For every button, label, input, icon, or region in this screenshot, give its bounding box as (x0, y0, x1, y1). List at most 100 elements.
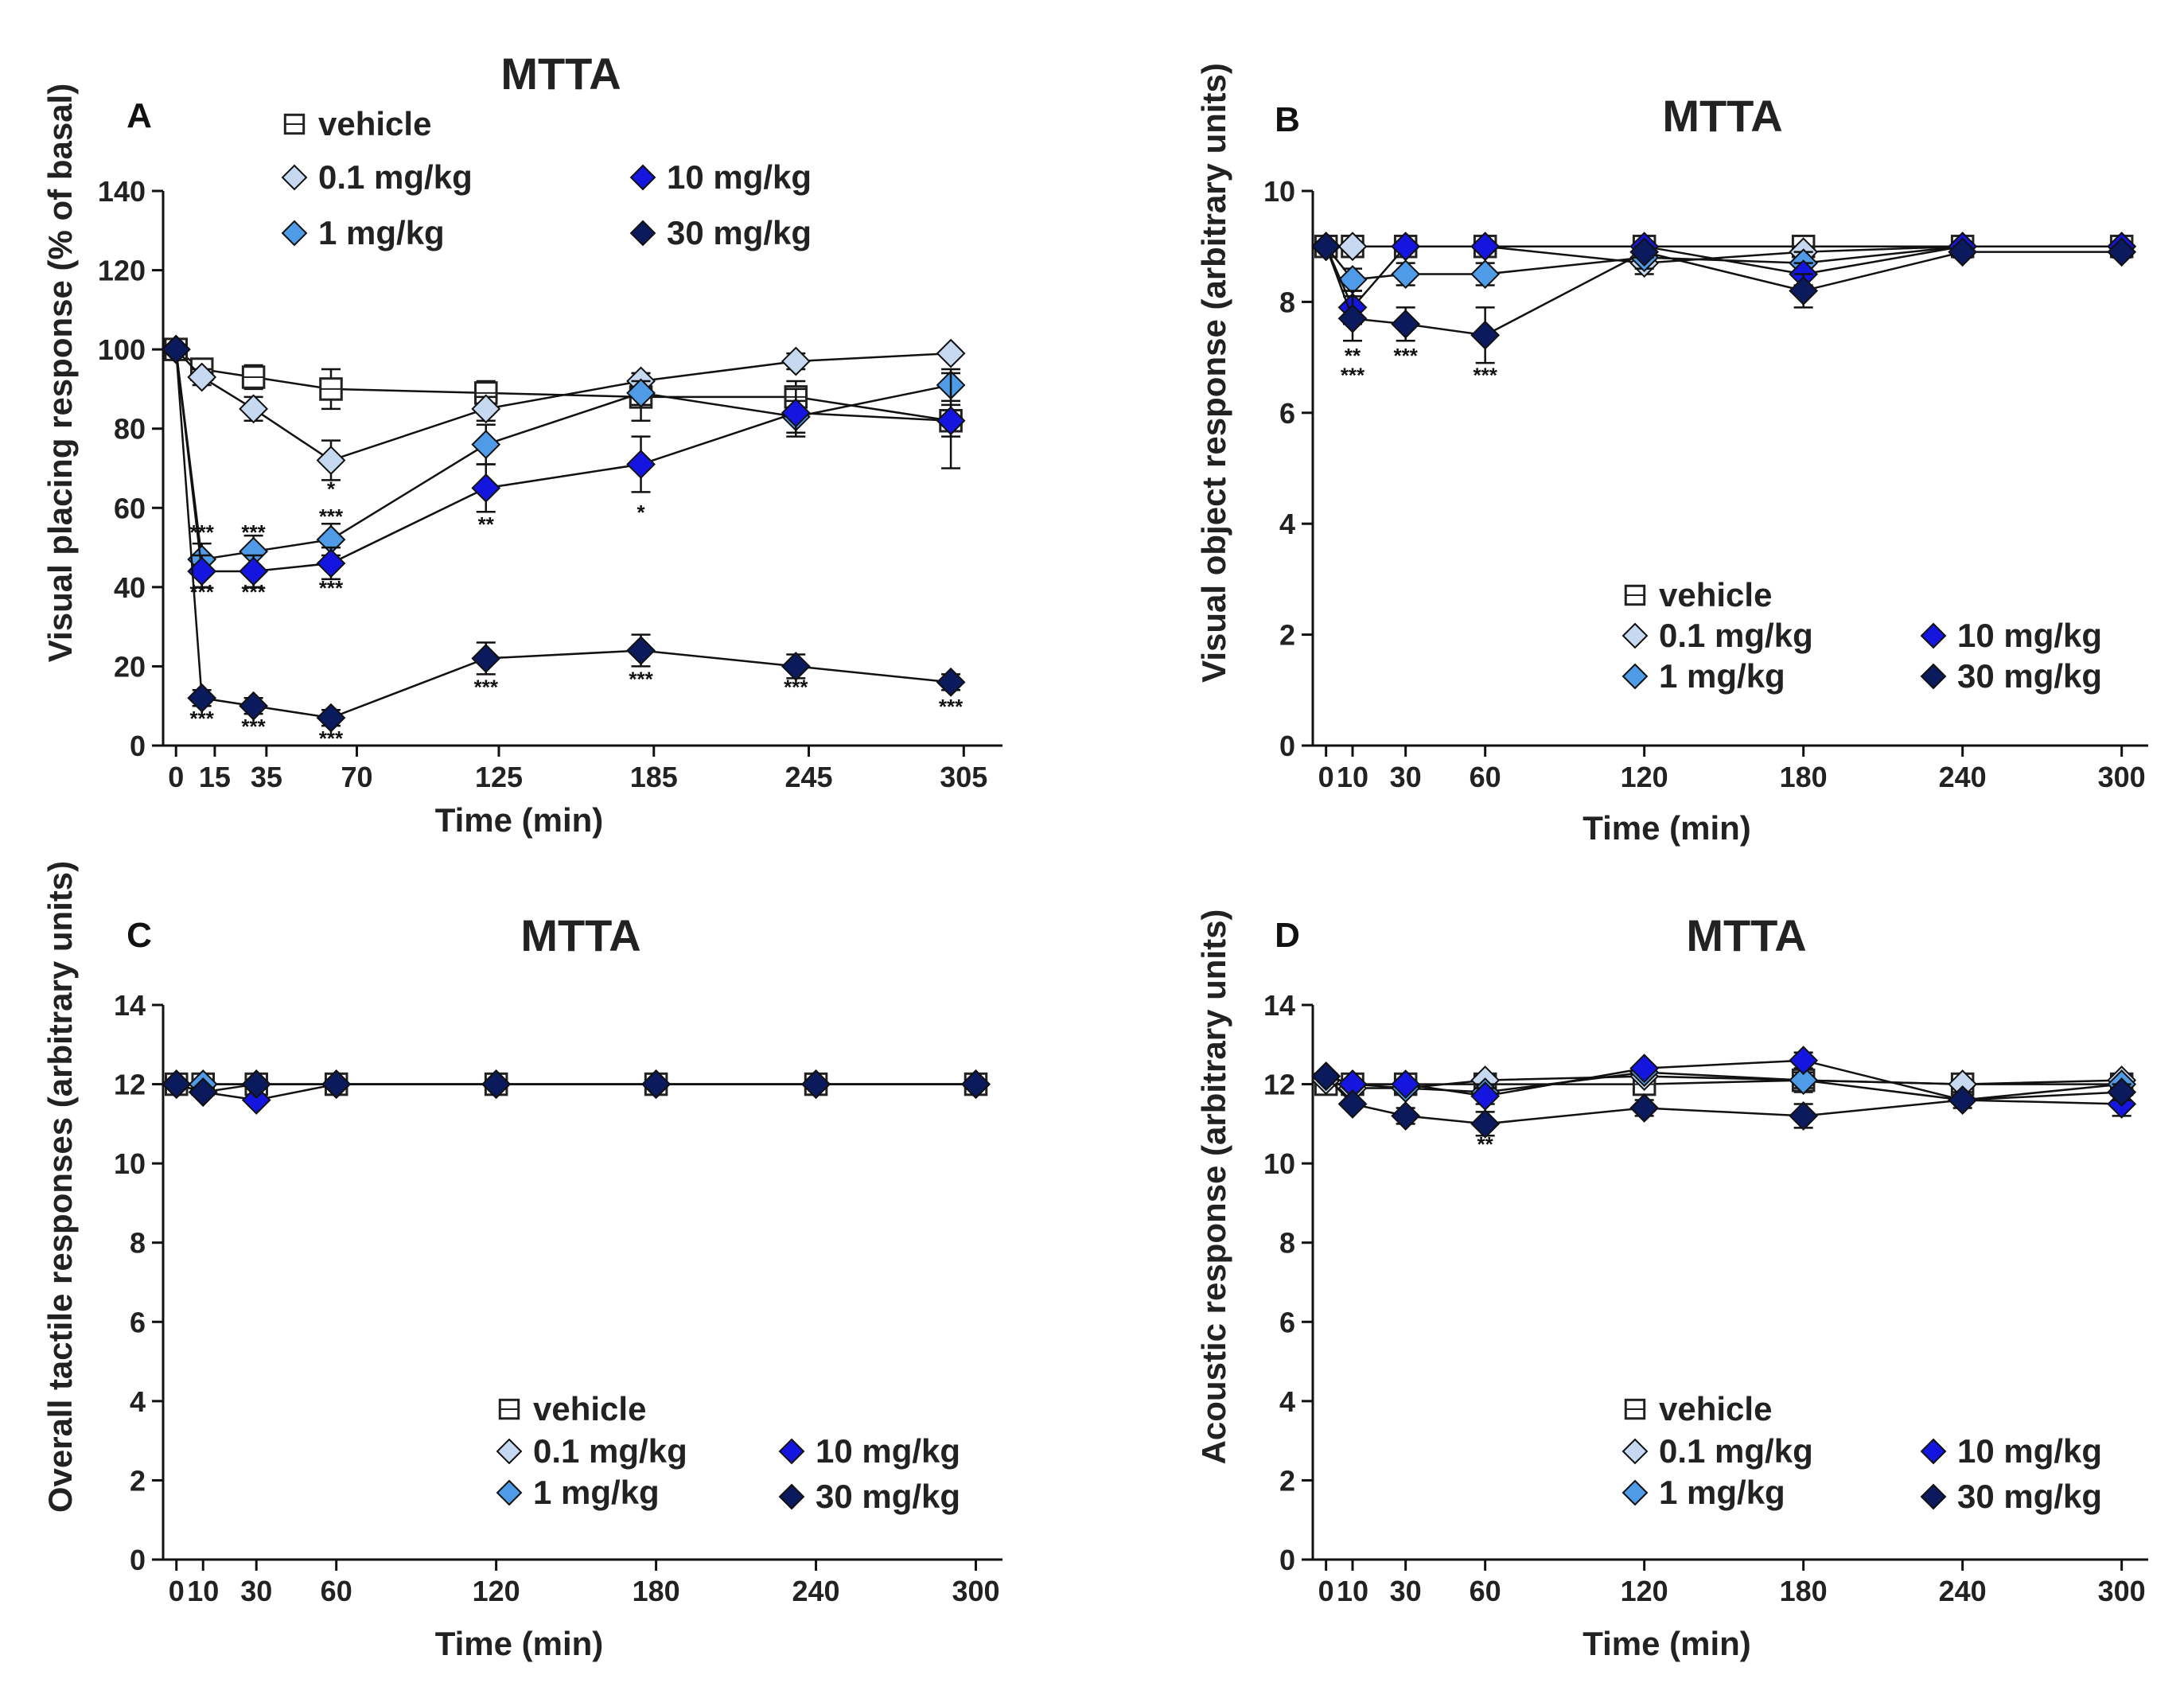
legend-item-vehicle: vehicle (498, 1390, 646, 1427)
panel-letter: C (127, 916, 152, 955)
panel-a: MTTA A 0 20 40 60 80 100 120 140 0 15 35 70 125 185 245 3… (41, 49, 1002, 839)
significance-label: *** (939, 695, 964, 719)
data-point (936, 667, 966, 697)
x-tick-label: 35 (251, 761, 282, 793)
y-axis-label: Acoustic response (arbitrary units) (1195, 909, 1232, 1465)
data-point (1337, 232, 1368, 262)
y-tick-label: 4 (1279, 508, 1295, 540)
x-tick-label: 240 (1939, 1575, 1987, 1607)
legend-item-vehicle: vehicle (283, 105, 431, 142)
data-point (626, 636, 656, 665)
legend-item-30-mg-kg: 30 mg/kg (778, 1478, 960, 1515)
data-point (936, 338, 966, 368)
legend-label: 30 mg/kg (1957, 1478, 2102, 1515)
series-10-mg-kg (161, 334, 966, 589)
x-tick-label: 0 (168, 761, 184, 793)
legend-marker (281, 164, 308, 191)
data-point (187, 683, 217, 713)
data-point (781, 346, 811, 376)
legend-label: 30 mg/kg (1957, 657, 2102, 695)
legend-label: 1 mg/kg (1659, 1474, 1785, 1511)
x-tick-label: 30 (240, 1575, 272, 1607)
data-point (801, 1069, 831, 1099)
data-point (187, 362, 217, 392)
legend-item-1-mg-kg: 1 mg/kg (496, 1474, 660, 1511)
y-tick-label: 8 (1279, 1227, 1295, 1260)
data-point (1391, 232, 1421, 262)
legend-item-1-mg-kg: 1 mg/kg (281, 214, 445, 251)
x-tick-label: 15 (199, 761, 231, 793)
legend-label: 0.1 mg/kg (318, 158, 473, 196)
y-tick-label: 4 (1279, 1385, 1295, 1418)
y-tick-label: 10 (1263, 1147, 1295, 1180)
significance-label: *** (319, 576, 344, 600)
significance-label: *** (474, 675, 499, 699)
data-point (188, 1077, 218, 1107)
y-axis-label: Overall tactile responses (arbitrary uni… (41, 861, 79, 1513)
x-tick-label: 180 (1780, 761, 1828, 793)
data-point (781, 652, 811, 681)
legend-label: vehicle (1659, 1390, 1772, 1427)
y-axis-label: Visual object response (arbitrary units) (1195, 63, 1232, 683)
legend-label: 0.1 mg/kg (533, 1432, 687, 1470)
significance-label: *** (784, 675, 808, 699)
legend-label: 1 mg/kg (533, 1474, 660, 1511)
legend-label: vehicle (533, 1390, 646, 1427)
series-line (176, 1083, 976, 1101)
y-tick-label: 0 (130, 1544, 146, 1576)
x-tick-label: 300 (2098, 1575, 2146, 1607)
legend-item-30-mg-kg: 30 mg/kg (1920, 1478, 2102, 1515)
data-point (1311, 1061, 1341, 1092)
y-tick-label: 40 (114, 571, 146, 604)
legend: vehicle 0.1 mg/kg 1 mg/kg 10 mg/kg 30 mg/kg (496, 1390, 960, 1515)
legend-item-10-mg-kg: 10 mg/kg (1920, 1432, 2102, 1470)
series-1-mg-kg (161, 334, 966, 577)
legend-label: 30 mg/kg (667, 214, 812, 251)
data-point (2107, 237, 2137, 267)
y-tick-label: 0 (1279, 730, 1295, 762)
data-point (1391, 1100, 1421, 1131)
data-point (1629, 1054, 1660, 1084)
x-tick-label: 60 (1470, 1575, 1501, 1607)
significance-label: *** (1393, 344, 1418, 368)
x-tick-label: 0 (1318, 761, 1334, 793)
legend-label: 1 mg/kg (318, 214, 445, 251)
data-point (1789, 1065, 1819, 1096)
data-point (471, 473, 501, 503)
series-line (174, 349, 952, 719)
y-tick-label: 14 (114, 989, 146, 1022)
x-tick-label: 305 (940, 761, 987, 793)
y-tick-label: 2 (130, 1464, 146, 1497)
series-30-mg-kg (161, 334, 966, 733)
data-point (239, 556, 269, 586)
x-tick-label: 240 (1939, 761, 1987, 793)
x-tick-label: 120 (473, 1575, 520, 1607)
legend: vehicle 0.1 mg/kg 1 mg/kg 10 mg/kg 30 mg/kg (1621, 1390, 2102, 1515)
significance-label: *** (629, 667, 653, 691)
data-point (239, 691, 269, 721)
significance-label: ** (1477, 1132, 1494, 1156)
x-axis-label: Time (min) (435, 1625, 604, 1662)
x-tick-label: 240 (792, 1575, 840, 1607)
significance-label: *** (319, 726, 344, 750)
legend-marker (1920, 1483, 1947, 1510)
legend-label: 0.1 mg/kg (1659, 617, 1813, 654)
data-point (1391, 309, 1421, 339)
panel-title: MTTA (500, 49, 621, 99)
series-vehicle (164, 337, 963, 438)
y-axis-label: Visual placing response (% of basal) (41, 84, 79, 662)
legend-item-0-1-mg-kg: 0.1 mg/kg (1621, 617, 1813, 654)
panel-letter: B (1275, 100, 1300, 139)
data-point (1337, 1089, 1368, 1119)
legend-label: 30 mg/kg (816, 1478, 960, 1515)
data-point (1629, 237, 1660, 267)
legend-label: 1 mg/kg (1659, 657, 1785, 695)
series-vehicle (1314, 1067, 2134, 1096)
legend-label: 0.1 mg/kg (1659, 1432, 1813, 1470)
y-tick-label: 8 (130, 1227, 146, 1260)
legend-item-30-mg-kg: 30 mg/kg (1920, 657, 2102, 695)
series-30-mg-kg (1311, 232, 2137, 364)
significance-label: *** (241, 520, 266, 544)
legend-label: 10 mg/kg (667, 158, 812, 196)
legend-item-10-mg-kg: 10 mg/kg (629, 158, 812, 196)
